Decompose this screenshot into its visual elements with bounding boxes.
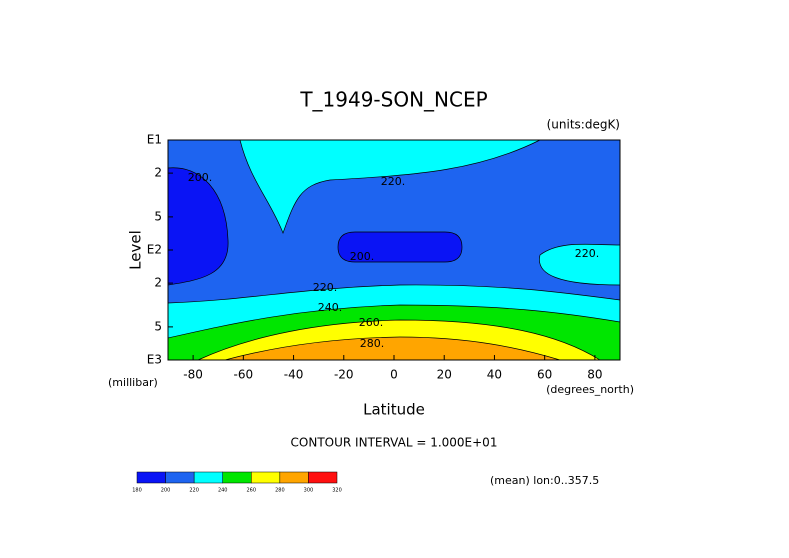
y-tick-label: 2 <box>154 276 162 290</box>
x-tick-label: 60 <box>537 368 552 382</box>
colorbar-box <box>251 471 281 484</box>
contour-fill <box>224 336 561 361</box>
x-tick-label: 0 <box>390 368 398 382</box>
y-tick-label: E3 <box>147 353 162 367</box>
colorbar-box <box>165 471 195 484</box>
x-unit-label: (degrees_north) <box>546 383 634 396</box>
colorbar-label: 240 <box>218 488 228 494</box>
contour-fill <box>337 231 463 263</box>
colorbar-label: 260 <box>247 488 257 494</box>
y-tick-label: E2 <box>147 243 162 257</box>
colorbar-label: 280 <box>275 488 285 494</box>
colorbar-box <box>279 471 309 484</box>
contour-fill <box>239 139 541 234</box>
y-tick-label: 2 <box>154 166 162 180</box>
contour-fill <box>539 243 621 286</box>
colorbar-label: 300 <box>304 488 314 494</box>
footnote: CONTOUR INTERVAL = 1.000E+01 <box>291 436 498 450</box>
contour-label: 240. <box>318 301 343 314</box>
x-tick-label: -40 <box>284 368 304 382</box>
units-label: (units:degK) <box>547 118 620 132</box>
y-tick-label: 5 <box>154 209 162 223</box>
contour-label: 260. <box>359 316 384 329</box>
x-tick-label: -60 <box>234 368 254 382</box>
mean-label: (mean) lon:0..357.5 <box>490 474 599 487</box>
colorbar-label: 200 <box>161 488 171 494</box>
colorbar-box <box>193 471 223 484</box>
colorbar-box <box>136 471 166 484</box>
x-tick-label: -20 <box>334 368 354 382</box>
colorbar-box <box>222 471 252 484</box>
contour-label: 200. <box>188 171 213 184</box>
x-axis-label: Latitude <box>363 401 425 419</box>
contour-label: 220. <box>575 247 600 260</box>
contour-label: 280. <box>360 337 385 350</box>
x-tick-label: 80 <box>587 368 602 382</box>
chart-title: T_1949-SON_NCEP <box>299 88 487 112</box>
contour-label: 220. <box>313 281 338 294</box>
colorbar-box <box>308 471 338 484</box>
y-tick-label: 5 <box>154 319 162 333</box>
colorbar-label: 180 <box>132 488 142 494</box>
contour-label: 220. <box>381 175 406 188</box>
colorbar-label: 220 <box>189 488 199 494</box>
contour-fill <box>167 167 229 286</box>
colorbar-label: 320 <box>332 488 342 494</box>
x-tick-label: 40 <box>487 368 502 382</box>
x-tick-label: -80 <box>183 368 203 382</box>
y-axis-label: Level <box>127 230 145 270</box>
x-tick-label: 20 <box>437 368 452 382</box>
contour-label: 200. <box>350 250 375 263</box>
y-tick-label: E1 <box>147 133 162 147</box>
y-unit-label: (millibar) <box>108 376 158 389</box>
